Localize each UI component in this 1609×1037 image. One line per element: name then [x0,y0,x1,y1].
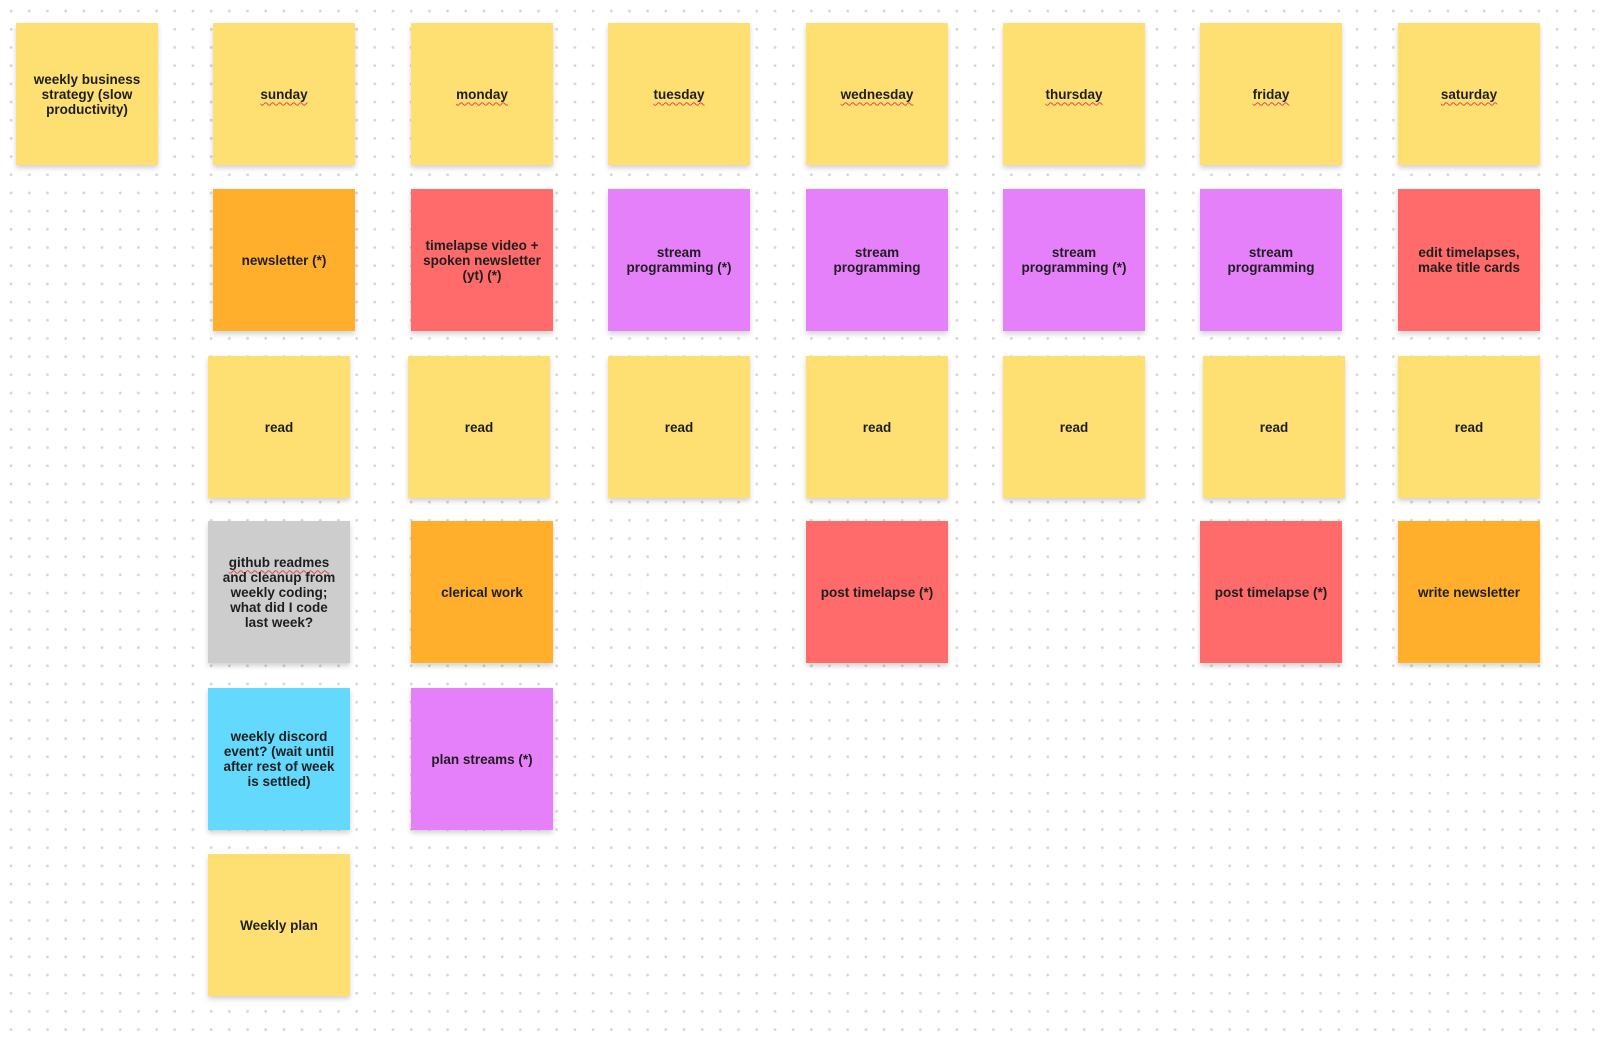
sticky-note[interactable]: Weekly plan [208,854,350,996]
sticky-note-text: newsletter (*) [241,252,327,268]
sticky-note-text: saturday [1440,86,1498,102]
sticky-note-text: sunday [260,86,308,102]
sticky-note-text: stream programming [1227,245,1315,275]
sticky-note-text: clerical work [441,584,523,600]
sticky-note-text: monday [456,86,508,102]
sticky-note-text: read [862,419,892,435]
sticky-note[interactable]: post timelapse (*) [806,521,948,663]
sticky-note-text: stream programming (*) [1021,245,1127,275]
sticky-note-text: read [1454,419,1484,435]
day-header-note[interactable]: thursday [1003,23,1145,165]
sticky-note[interactable]: plan streams (*) [411,688,553,830]
day-header-note[interactable]: monday [411,23,553,165]
day-header-note[interactable]: friday [1200,23,1342,165]
sticky-note-text: post timelapse (*) [1214,584,1328,600]
sticky-note[interactable]: stream programming (*) [608,189,750,331]
sticky-note[interactable]: newsletter (*) [213,189,355,331]
sticky-note-text: stream programming (*) [626,245,732,275]
sticky-note-text: read [464,419,494,435]
sticky-note-text: read [1059,419,1089,435]
day-header-note[interactable]: weekly business strategy (slow productiv… [16,23,158,165]
day-header-note[interactable]: saturday [1398,23,1540,165]
sticky-note[interactable]: read [208,356,350,498]
sticky-note-text: github readmes and cleanup from weekly c… [222,554,336,630]
sticky-note-text: read [664,419,694,435]
sticky-note-text: read [1259,419,1289,435]
sticky-note-text: tuesday [653,86,705,102]
day-header-note[interactable]: sunday [213,23,355,165]
sticky-note-text: Weekly plan [240,917,318,933]
sticky-note[interactable]: weekly discord event? (wait until after … [208,688,350,830]
sticky-note[interactable]: github readmes and cleanup from weekly c… [208,521,350,663]
sticky-note-text: timelapse video + spoken newsletter (yt)… [423,237,541,283]
sticky-note-text: friday [1252,86,1290,102]
sticky-note[interactable]: stream programming [1200,189,1342,331]
sticky-note[interactable]: read [806,356,948,498]
sticky-note[interactable]: read [1203,356,1345,498]
sticky-note-text: read [264,419,294,435]
sticky-note[interactable]: stream programming (*) [1003,189,1145,331]
sticky-note[interactable]: clerical work [411,521,553,663]
sticky-note[interactable]: stream programming [806,189,948,331]
sticky-note[interactable]: read [1003,356,1145,498]
sticky-note[interactable]: write newsletter [1398,521,1540,663]
sticky-note[interactable]: read [408,356,550,498]
sticky-note-text: weekly discord event? (wait until after … [223,729,335,789]
sticky-note-text: wednesday [840,86,914,102]
sticky-note-text: thursday [1045,86,1103,102]
sticky-note[interactable]: read [608,356,750,498]
sticky-note[interactable]: edit timelapses, make title cards [1398,189,1540,331]
day-header-note[interactable]: wednesday [806,23,948,165]
day-header-note[interactable]: tuesday [608,23,750,165]
sticky-note[interactable]: post timelapse (*) [1200,521,1342,663]
sticky-note[interactable]: timelapse video + spoken newsletter (yt)… [411,189,553,331]
sticky-note[interactable]: read [1398,356,1540,498]
sticky-note-text: write newsletter [1417,584,1521,600]
sticky-note-text: plan streams (*) [431,751,533,767]
sticky-note-text: weekly business strategy (slow productiv… [33,71,141,117]
sticky-note-text: stream programming [833,245,921,275]
sticky-note-text: post timelapse (*) [820,584,934,600]
sticky-note-text: edit timelapses, make title cards [1417,245,1521,275]
